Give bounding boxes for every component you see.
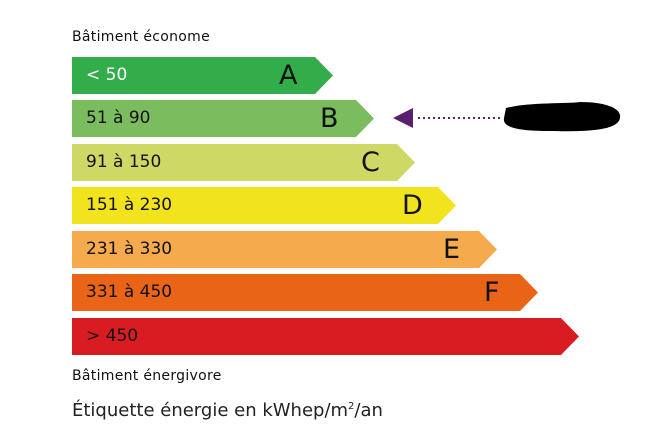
class-bar-shape <box>72 187 456 224</box>
caption-text: Étiquette énergie en kWhep/m <box>72 400 349 421</box>
class-range: 51 à 90 <box>86 108 151 128</box>
class-range: > 450 <box>86 326 139 346</box>
energy-intensive-building-label: Bâtiment énergivore <box>72 368 222 384</box>
energy-class-g: > 450 <box>72 318 579 355</box>
energy-class-e: 231 à 330 E <box>72 231 497 268</box>
energy-class-b: 51 à 90 B <box>72 100 374 137</box>
class-range: 231 à 330 <box>86 239 173 259</box>
class-letter: C <box>361 147 380 178</box>
class-bar-shape <box>72 274 538 311</box>
energy-class-c: 91 à 150 C <box>72 144 415 181</box>
energy-class-d: 151 à 230 D <box>72 187 456 224</box>
class-bar-shape <box>72 144 415 181</box>
class-range: 91 à 150 <box>86 152 162 172</box>
class-bar-shape <box>72 318 579 355</box>
class-letter: F <box>484 277 500 308</box>
class-range: 151 à 230 <box>86 195 173 215</box>
class-indicator <box>393 102 621 132</box>
class-letter: B <box>320 103 339 134</box>
class-bar-shape <box>72 100 374 137</box>
efficient-building-label: Bâtiment économe <box>72 29 210 45</box>
class-bar-shape <box>72 57 333 94</box>
caption-superscript: 2 <box>348 401 355 412</box>
energy-class-a: < 50 A <box>72 57 333 94</box>
class-bar-shape <box>72 231 497 268</box>
caption-suffix: /an <box>354 400 383 421</box>
energy-label-caption: Étiquette énergie en kWhep/m2/an <box>72 400 383 421</box>
indicator-arrow-icon <box>393 108 413 128</box>
class-range: < 50 <box>86 65 128 85</box>
class-letter: A <box>279 60 298 91</box>
class-letter: D <box>402 190 423 221</box>
energy-class-f: 331 à 450 F <box>72 274 538 311</box>
class-letter: E <box>443 234 461 265</box>
redacted-value <box>503 102 621 132</box>
class-range: 331 à 450 <box>86 282 173 302</box>
